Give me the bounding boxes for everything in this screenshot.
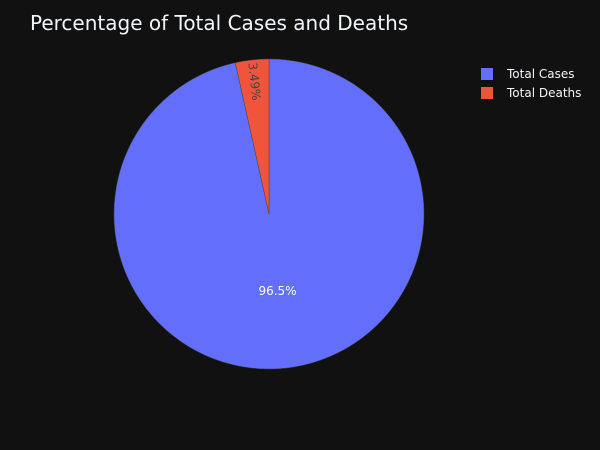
slice-label-total-cases: 96.5% xyxy=(258,284,296,298)
legend-item-total-deaths[interactable]: Total Deaths xyxy=(481,86,581,100)
pie-slice-labels: 96.5% 3.49% xyxy=(245,62,296,298)
chart-title: Percentage of Total Cases and Deaths xyxy=(30,11,408,35)
chart-legend[interactable]: Total Cases Total Deaths xyxy=(481,67,581,100)
legend-swatch-total-deaths xyxy=(481,87,493,99)
legend-label-total-cases: Total Cases xyxy=(506,67,574,81)
pie-slices xyxy=(113,58,425,370)
legend-item-total-cases[interactable]: Total Cases xyxy=(481,67,574,81)
pie-slice-total-deaths[interactable] xyxy=(234,58,270,215)
legend-label-total-deaths: Total Deaths xyxy=(506,86,581,100)
slice-label-total-deaths: 3.49% xyxy=(245,62,263,101)
legend-swatch-total-cases xyxy=(481,68,493,80)
